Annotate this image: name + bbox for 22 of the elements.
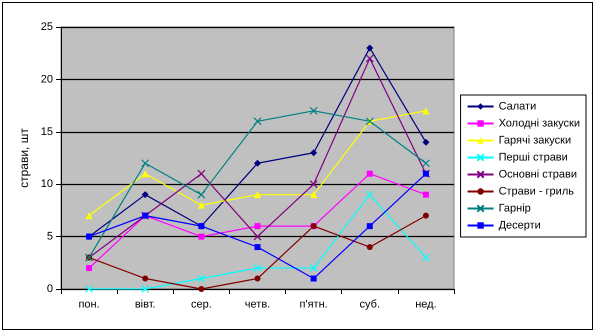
y-axis-title: страви, шт [16,128,31,188]
legend-label: Десерти [498,220,541,232]
x-tick-label: пон. [78,298,100,310]
legend-label: Салати [498,100,536,112]
y-tick-label: 10 [40,178,53,190]
x-tick-label: п'ятн. [300,298,328,310]
y-tick-label: 5 [46,230,53,243]
legend-label: Холодні закуски [498,118,580,130]
x-tick-label: вівт. [134,298,156,310]
y-tick-label: 15 [40,126,53,138]
legend-label: Основні страви [498,168,578,180]
y-tick-label: 0 [46,283,53,295]
legend-label: Гарнір [498,202,531,214]
legend-label: Страви - гриль [498,186,574,198]
y-tick-label: 25 [40,21,53,33]
x-tick-label: четв. [244,298,270,310]
x-tick-label: нед. [415,298,437,310]
legend-label: Гарячі закуски [498,134,572,146]
x-tick-label: суб. [360,298,380,310]
y-tick-label: 20 [40,73,53,86]
legend-label: Перші страви [498,152,568,164]
x-tick-label: сер. [190,298,212,310]
